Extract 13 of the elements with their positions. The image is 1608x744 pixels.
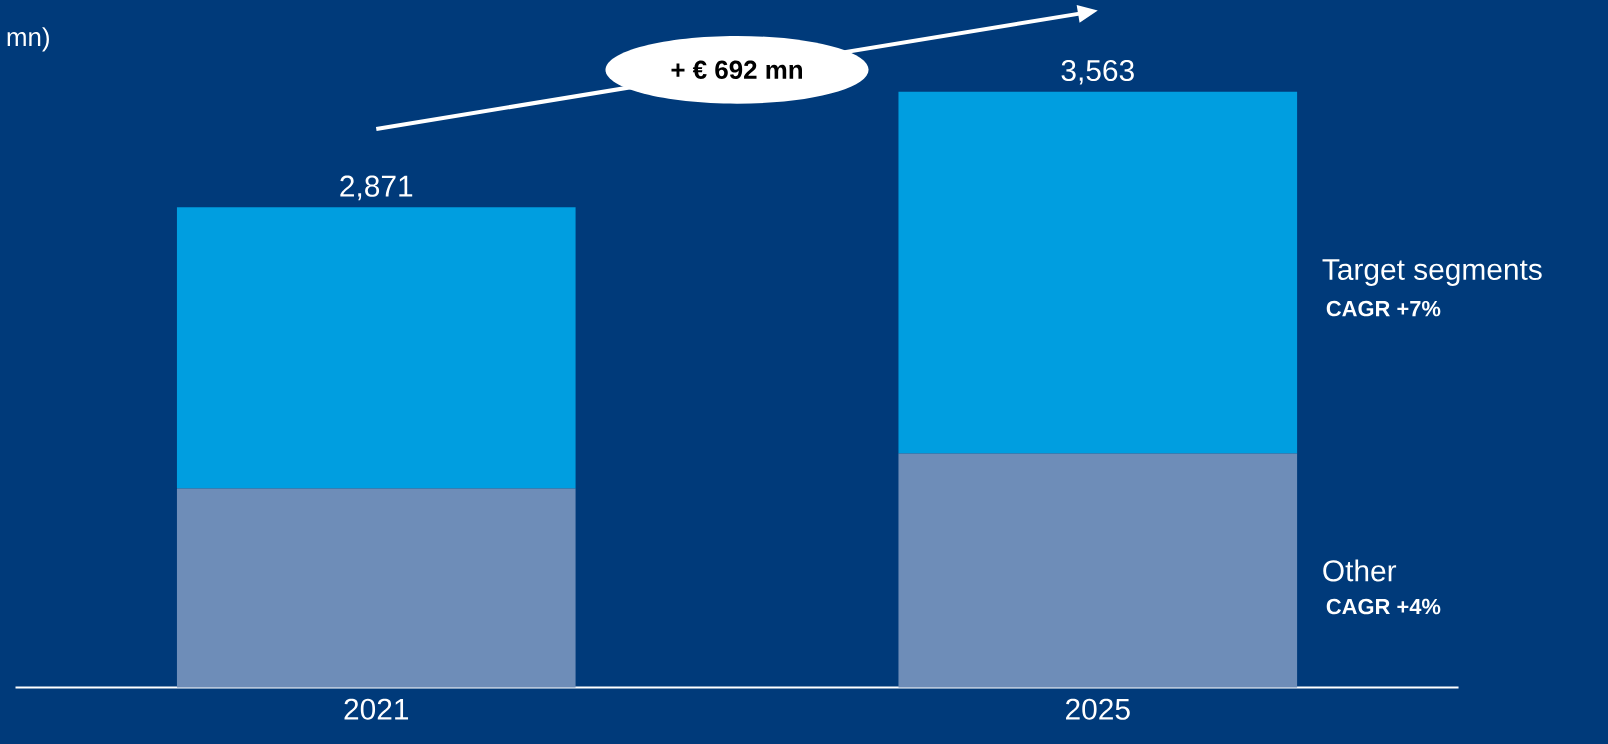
series-label: Other	[1323, 559, 1397, 582]
x-tick-label: 2025	[1066, 698, 1130, 720]
annotation: CAGR +4%	[1326, 598, 1441, 615]
y-axis-title: mn)	[7, 27, 49, 52]
bar	[176, 207, 576, 489]
text: + € 692 mn	[671, 60, 802, 79]
annotation: 2,871	[340, 175, 413, 201]
series-label: Target segments	[1322, 258, 1542, 286]
bar	[898, 453, 1298, 688]
x-tick-label: 2021	[344, 698, 409, 720]
annotation: 3,563	[1061, 59, 1134, 85]
annotation: CAGR +7%	[1326, 300, 1441, 317]
bar	[176, 488, 576, 688]
